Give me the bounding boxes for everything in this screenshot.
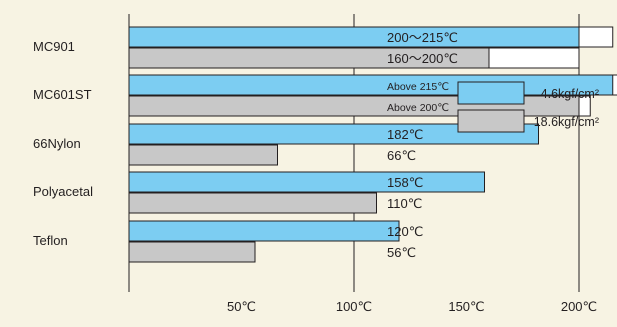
category-label-polyacetal: Polyacetal [33,184,93,199]
legend-label-low-load: 4.6kgf/cm² [541,87,599,101]
legend-swatch-low-load [457,81,525,105]
bar-teflon-low-load [128,220,400,242]
value-label-66nylon-high-load: 66℃ [387,148,416,163]
value-label-polyacetal-high-load: 110℃ [387,196,422,211]
legend-label-high-load: 18.6kgf/cm² [534,115,599,129]
bar-teflon-high-load [128,241,256,263]
x-tick-100: 100℃ [336,299,372,314]
x-tick-150: 150℃ [448,299,484,314]
value-label-mc901-low-load: 200～215℃ [387,30,458,45]
value-label-mc601st-low-load: Above 215℃ [387,81,449,93]
category-label-66nylon: 66Nylon [33,136,81,151]
x-tick-200: 200℃ [561,299,597,314]
bar-polyacetal-high-load [128,192,377,214]
bar-mc901-high-load [128,47,490,69]
value-label-polyacetal-low-load: 158℃ [387,175,423,190]
category-labels: MC901 MC601ST 66Nylon Polyacetal Teflon [33,39,93,248]
value-labels: 200～215℃ 160～200℃ Above 215℃ Above 200℃ 182℃… [387,30,458,260]
value-label-teflon-high-load: 56℃ [387,245,416,260]
value-label-66nylon-low-load: 182℃ [387,127,423,142]
category-label-teflon: Teflon [33,233,68,248]
bar-polyacetal-low-load [128,171,485,193]
legend-swatch-high-load [457,109,525,133]
x-tick-50: 50℃ [227,299,256,314]
category-label-mc601st: MC601ST [33,87,92,102]
value-label-teflon-low-load: 120℃ [387,224,423,239]
value-label-mc601st-high-load: Above 200℃ [387,102,449,114]
legend: 4.6kgf/cm² 18.6kgf/cm² [457,81,599,133]
bar-66nylon-low-load [128,123,539,145]
bar-mc901-low-load [128,26,580,48]
category-label-mc901: MC901 [33,39,75,54]
value-label-mc901-high-load: 160～200℃ [387,51,458,66]
bar-66nylon-high-load [128,144,278,166]
bars [128,26,617,263]
x-tick-labels: 50℃ 100℃ 150℃ 200℃ [227,299,597,314]
